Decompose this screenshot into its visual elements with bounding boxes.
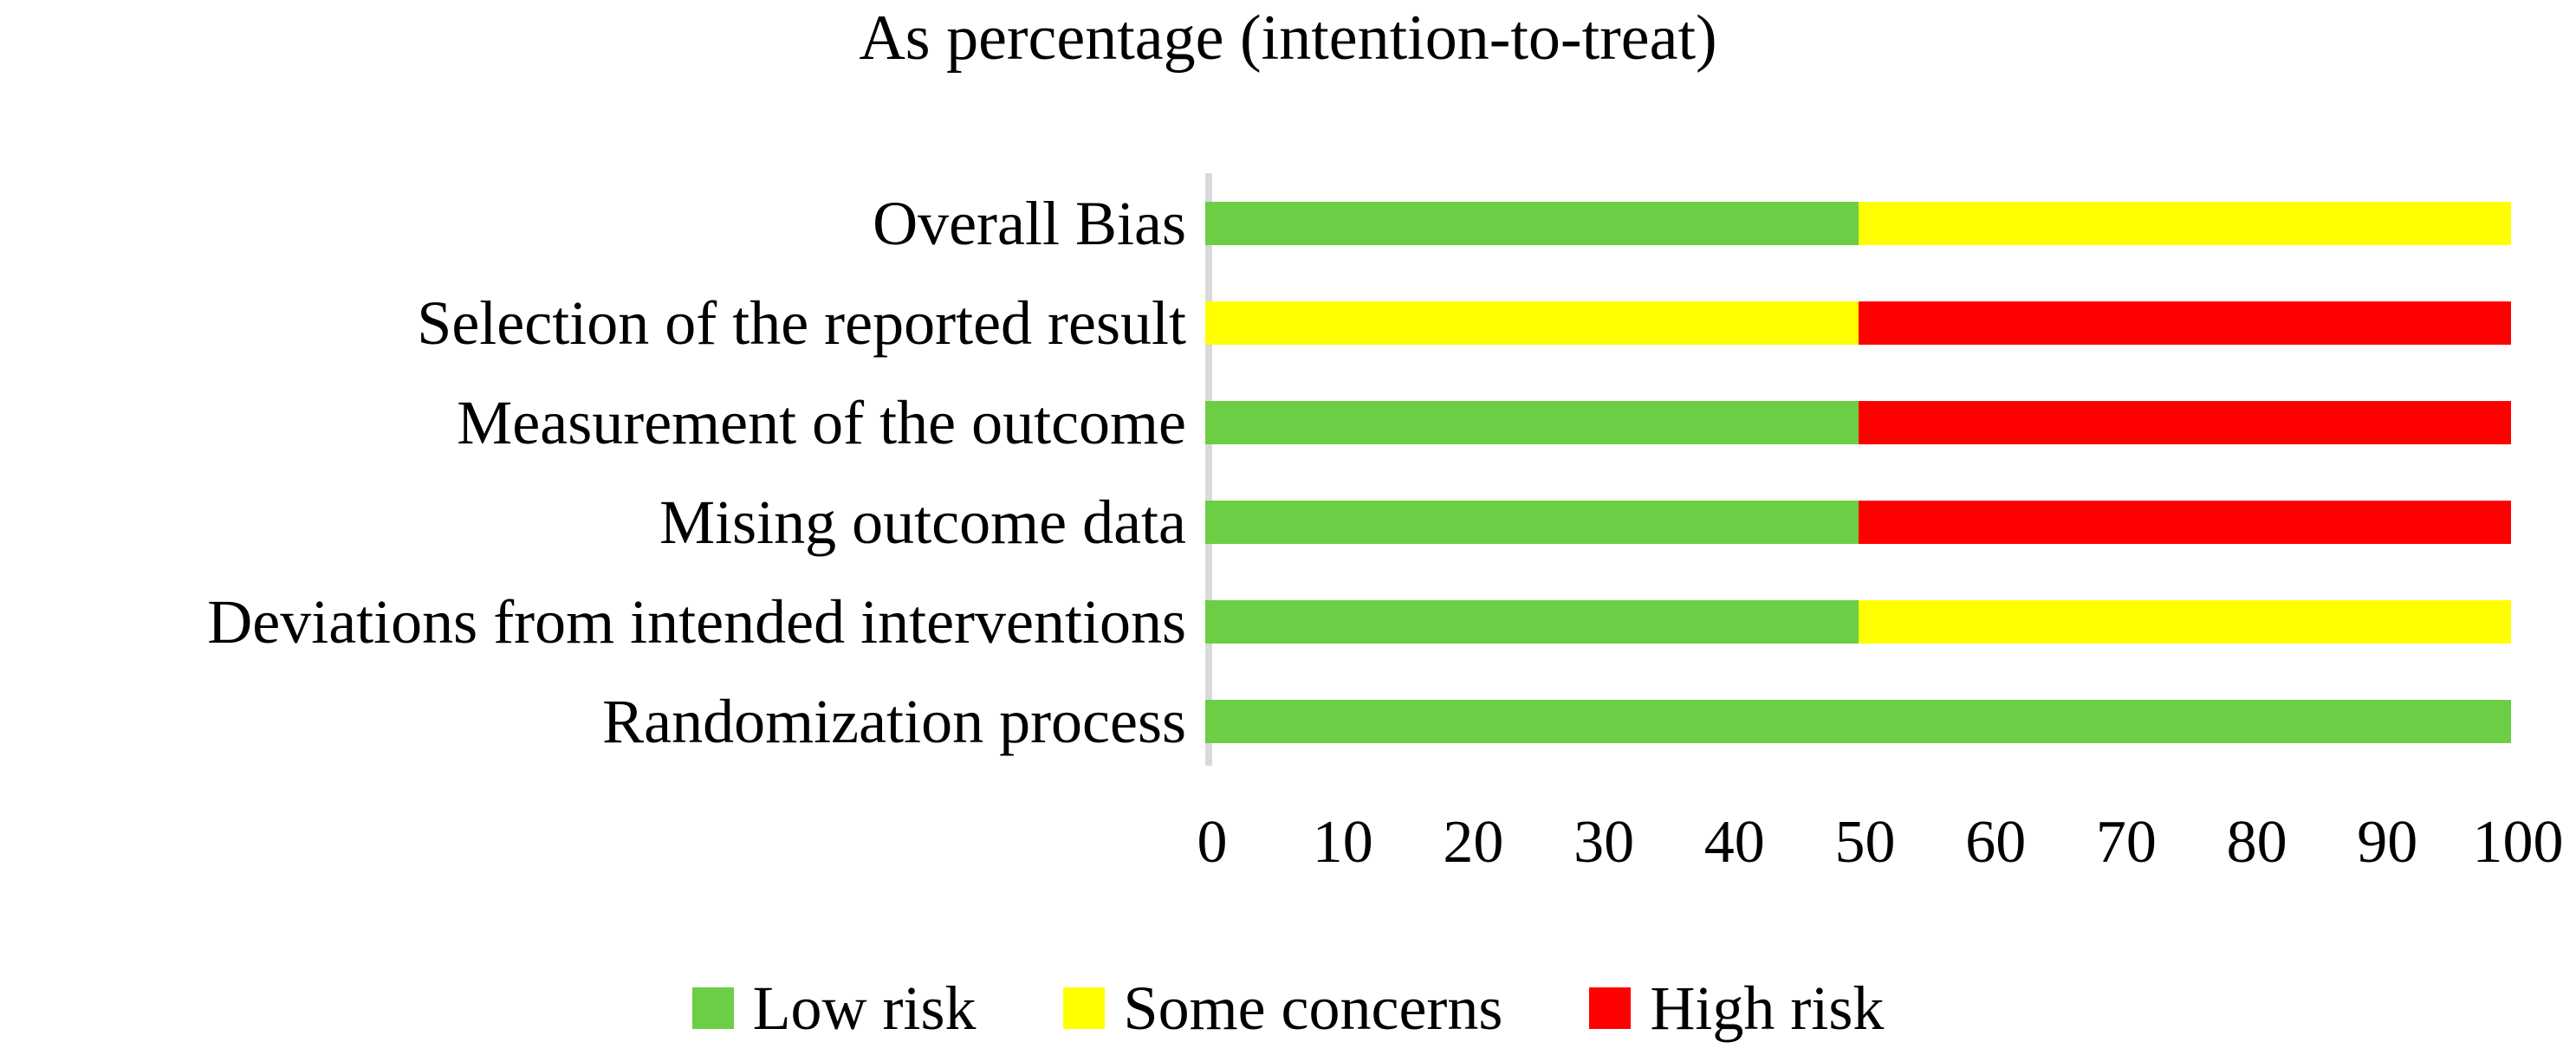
bar-segment-low-risk — [1205, 500, 1859, 544]
bar-track — [1205, 699, 2511, 743]
chart-row: Overall Bias — [0, 173, 2518, 273]
bar-segment-low-risk — [1205, 599, 1859, 644]
category-label: Deviations from intended interventions — [207, 586, 1186, 657]
bar-segment-some-concerns — [1205, 301, 1859, 345]
bar-segment-some-concerns — [1858, 201, 2511, 245]
category-label: Measurement of the outcome — [457, 387, 1186, 457]
chart-row: Deviations from intended interventions — [0, 572, 2518, 671]
x-axis-tick-label: 50 — [1834, 809, 1896, 876]
legend-item-low-risk: Low risk — [691, 974, 977, 1043]
category-label: Overall Bias — [873, 188, 1186, 258]
x-axis-tick-label: 90 — [2357, 809, 2418, 876]
chart-title: As percentage (intention-to-treat) — [859, 3, 1717, 74]
bar-segment-low-risk — [1205, 699, 2511, 743]
x-axis: 0 10 20 30 40 50 60 70 80 90 100 — [1197, 809, 2564, 882]
bar-rows: Overall Bias Selection of the reported re… — [0, 173, 2518, 771]
category-label: Randomization process — [602, 686, 1186, 756]
x-axis-tick-label: 0 — [1197, 809, 1228, 876]
chart-row: Measurement of the outcome — [0, 372, 2518, 472]
x-axis-tick-label: 30 — [1574, 809, 1635, 876]
x-axis-tick-label: 80 — [2226, 809, 2287, 876]
legend-item-some-concerns: Some concerns — [1062, 974, 1503, 1043]
x-axis-tick-label: 10 — [1312, 809, 1373, 876]
x-axis-tick-label: 40 — [1703, 809, 1765, 876]
legend-swatch-some-concerns — [1062, 987, 1105, 1029]
bar-track — [1205, 301, 2511, 345]
chart-row: Mising outcome data — [0, 472, 2518, 572]
bar-track — [1205, 500, 2511, 544]
x-axis-tick-label: 20 — [1443, 809, 1504, 876]
legend-label: High risk — [1650, 974, 1885, 1043]
legend-label: Some concerns — [1123, 974, 1503, 1043]
bar-track — [1205, 599, 2511, 644]
legend-swatch-high-risk — [1589, 987, 1632, 1029]
x-axis-tick-label: 60 — [1965, 809, 2027, 876]
bar-segment-high-risk — [1858, 500, 2511, 544]
legend: Low risk Some concerns High risk — [0, 977, 2576, 1039]
category-label: Mising outcome data — [659, 487, 1186, 557]
legend-label: Low risk — [752, 974, 977, 1043]
bar-track — [1205, 201, 2511, 245]
y-axis-line — [1205, 173, 1212, 766]
bar-segment-low-risk — [1205, 400, 1859, 444]
chart-row: Selection of the reported result — [0, 273, 2518, 372]
chart-row: Randomization process — [0, 671, 2518, 771]
category-label: Selection of the reported result — [417, 288, 1186, 358]
bar-segment-some-concerns — [1858, 599, 2511, 644]
x-axis-tick-label: 100 — [2472, 809, 2564, 876]
bar-segment-high-risk — [1858, 301, 2511, 345]
bar-segment-high-risk — [1858, 400, 2511, 444]
bar-segment-low-risk — [1205, 201, 1859, 245]
legend-item-high-risk: High risk — [1589, 977, 1884, 1039]
bar-track — [1205, 400, 2511, 444]
legend-swatch-low-risk — [691, 987, 734, 1029]
x-axis-tick-label: 70 — [2095, 809, 2157, 876]
